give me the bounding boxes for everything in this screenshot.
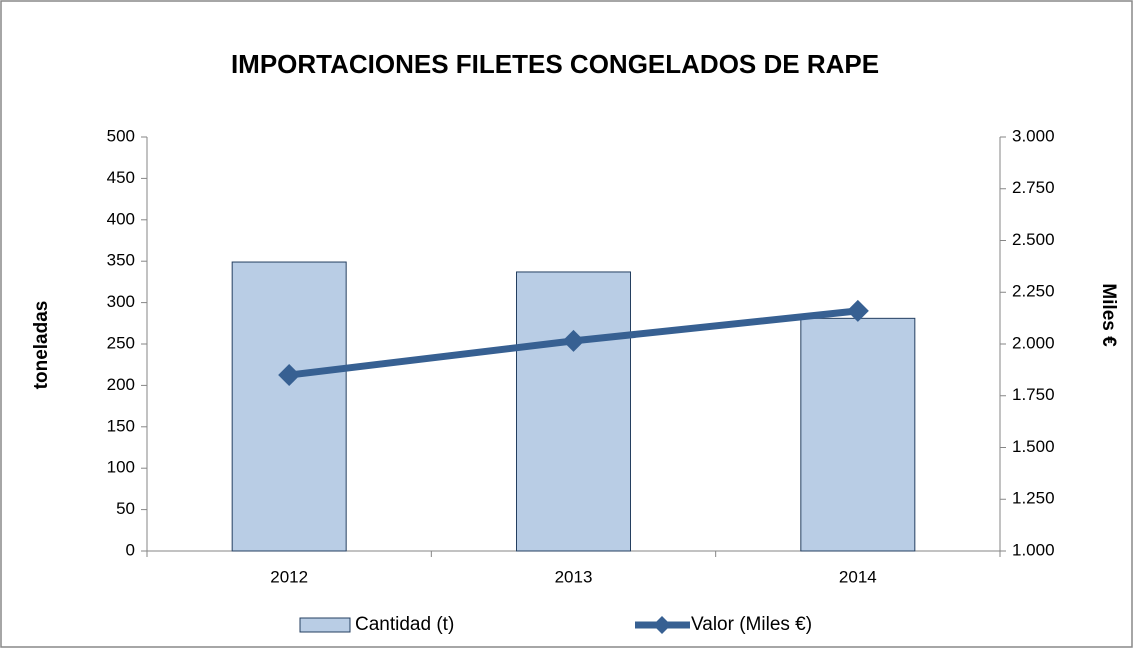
x-tick-label: 2012 xyxy=(270,567,308,586)
x-tick-label: 2014 xyxy=(839,567,877,586)
y2-axis-label: Miles € xyxy=(1098,283,1119,347)
y-tick-label: 0 xyxy=(126,540,135,559)
y-tick-label: 500 xyxy=(107,126,135,145)
y-tick-label: 200 xyxy=(107,375,135,394)
line-marker xyxy=(846,299,869,322)
legend-label: Cantidad (t) xyxy=(355,614,454,635)
y2-tick-label: 3.000 xyxy=(1012,126,1055,145)
bar xyxy=(800,317,916,552)
y-tick-label: 250 xyxy=(107,333,135,352)
y-tick-label: 350 xyxy=(107,251,135,270)
y2-tick-label: 2.250 xyxy=(1012,282,1055,301)
y-tick-label: 400 xyxy=(107,209,135,228)
y2-tick-label: 1.000 xyxy=(1012,540,1055,559)
line-marker xyxy=(278,364,301,387)
y-tick-label: 300 xyxy=(107,292,135,311)
bar xyxy=(231,261,347,552)
y2-tick-label: 2.500 xyxy=(1012,230,1055,249)
x-tick-label: 2013 xyxy=(555,567,593,586)
y2-tick-label: 2.000 xyxy=(1012,333,1055,352)
legend-swatch-marker xyxy=(653,616,671,634)
bar xyxy=(516,271,631,552)
y-tick-label: 450 xyxy=(107,168,135,187)
line-marker xyxy=(562,329,585,352)
y-tick-label: 50 xyxy=(116,499,135,518)
chart-title: IMPORTACIONES FILETES CONGELADOS DE RAPE xyxy=(231,49,879,79)
y2-tick-label: 1.750 xyxy=(1012,385,1055,404)
y2-tick-label: 1.250 xyxy=(1012,489,1055,508)
y-tick-label: 150 xyxy=(107,416,135,435)
y2-tick-label: 1.500 xyxy=(1012,437,1055,456)
legend-swatch xyxy=(299,617,351,633)
y-tick-label: 100 xyxy=(107,458,135,477)
y-axis-label: toneladas xyxy=(31,301,52,390)
legend-label: Valor (Miles €) xyxy=(691,614,812,635)
y2-tick-label: 2.750 xyxy=(1012,178,1055,197)
